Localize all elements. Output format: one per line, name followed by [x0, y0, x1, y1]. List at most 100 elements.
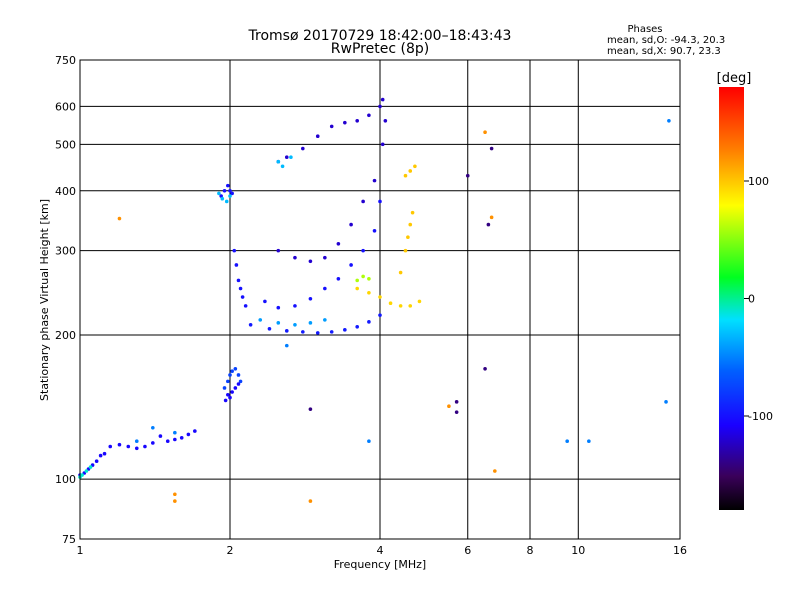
data-point — [236, 278, 241, 283]
data-point — [158, 434, 163, 438]
colorbar-tick-label: -100 — [748, 410, 773, 423]
y-axis-label: Stationary phase Virtual Height [km] — [38, 199, 51, 401]
phase-line-o: mean, sd,O: -94.3, 20.3 — [607, 35, 725, 46]
data-point — [293, 323, 297, 327]
data-point — [284, 155, 289, 160]
data-point — [343, 120, 347, 125]
tick-layer: 1 2 4 6 8 10 16 75 100 200 300 400 500 600 750 — [55, 54, 687, 557]
data-point — [151, 441, 155, 445]
chart-title: Tromsø 20170729 18:42:00–18:43:43 — [248, 28, 512, 44]
data-point — [489, 215, 494, 220]
data-point — [367, 320, 371, 324]
data-point — [284, 329, 289, 333]
data-point — [228, 395, 232, 400]
data-point — [236, 373, 241, 377]
plot-frame — [79, 59, 681, 540]
colorbar-ticks: 100 0 -100 — [744, 175, 773, 423]
data-point — [289, 155, 293, 160]
data-point — [329, 124, 334, 129]
colorbar-tick-label: 100 — [748, 175, 769, 188]
data-point — [323, 286, 327, 291]
data-point — [398, 270, 403, 275]
data-point — [126, 444, 131, 449]
y-tick-label: 750 — [55, 54, 76, 67]
data-point — [134, 446, 139, 451]
data-point — [367, 439, 371, 444]
data-point — [378, 104, 382, 109]
data-point — [276, 321, 281, 325]
y-tick-label: 200 — [55, 329, 76, 342]
points-layer — [78, 97, 671, 503]
data-point — [378, 295, 382, 299]
data-point — [398, 304, 403, 308]
x-axis-label: Frequency [MHz] — [334, 558, 426, 571]
data-point — [349, 222, 353, 227]
data-point — [587, 439, 591, 444]
data-point — [408, 304, 413, 308]
colorbar-label: [deg] — [717, 71, 752, 86]
data-point — [336, 241, 341, 246]
data-point — [454, 400, 459, 404]
y-tick-label: 500 — [55, 138, 76, 151]
data-point — [349, 263, 353, 267]
phase-header: Phases — [627, 24, 662, 35]
data-point — [179, 435, 184, 440]
y-tick-label: 400 — [55, 185, 76, 198]
data-point — [388, 301, 393, 305]
x-tick-label: 8 — [527, 544, 534, 557]
data-point — [276, 305, 281, 310]
data-point — [361, 248, 365, 253]
data-point — [308, 259, 313, 264]
data-point — [403, 248, 408, 253]
data-point — [226, 183, 230, 188]
data-point — [406, 235, 410, 239]
data-point — [323, 255, 327, 260]
data-point — [226, 393, 230, 397]
data-point — [378, 313, 382, 317]
data-point — [408, 222, 413, 227]
data-point — [173, 499, 177, 503]
data-point — [308, 407, 313, 411]
data-point — [228, 188, 232, 193]
data-point — [276, 248, 281, 253]
data-point — [173, 437, 177, 442]
data-point — [361, 274, 365, 279]
data-point — [315, 134, 320, 138]
data-point — [280, 164, 285, 169]
data-point — [230, 369, 234, 374]
data-point — [232, 248, 237, 253]
data-point — [117, 216, 122, 221]
phase-line-x: mean, sd,X: 90.7, 23.3 — [607, 46, 721, 57]
data-point — [372, 178, 377, 183]
data-point — [486, 222, 491, 227]
data-point — [230, 191, 234, 196]
data-point — [454, 410, 459, 414]
data-point — [108, 444, 113, 449]
data-point — [361, 199, 365, 204]
data-point — [84, 469, 89, 473]
data-point — [372, 228, 377, 233]
data-point — [186, 432, 191, 437]
data-point — [217, 191, 221, 196]
x-tick-label: 6 — [464, 544, 471, 557]
data-point — [173, 492, 177, 497]
data-point — [238, 286, 243, 291]
data-point — [293, 255, 297, 260]
data-point — [165, 439, 170, 444]
data-point — [222, 386, 227, 390]
data-point — [223, 398, 228, 403]
data-point — [380, 97, 385, 102]
data-point — [263, 299, 267, 304]
data-point — [329, 330, 334, 334]
chart-subtitle: RwPretec (8p) — [331, 41, 429, 57]
data-point — [228, 194, 232, 198]
data-point — [226, 379, 230, 384]
data-point — [367, 276, 371, 281]
data-point — [336, 276, 341, 281]
data-point — [367, 113, 371, 118]
data-point — [80, 473, 84, 477]
data-point — [224, 199, 229, 204]
data-point — [403, 173, 408, 178]
data-point — [308, 499, 313, 503]
